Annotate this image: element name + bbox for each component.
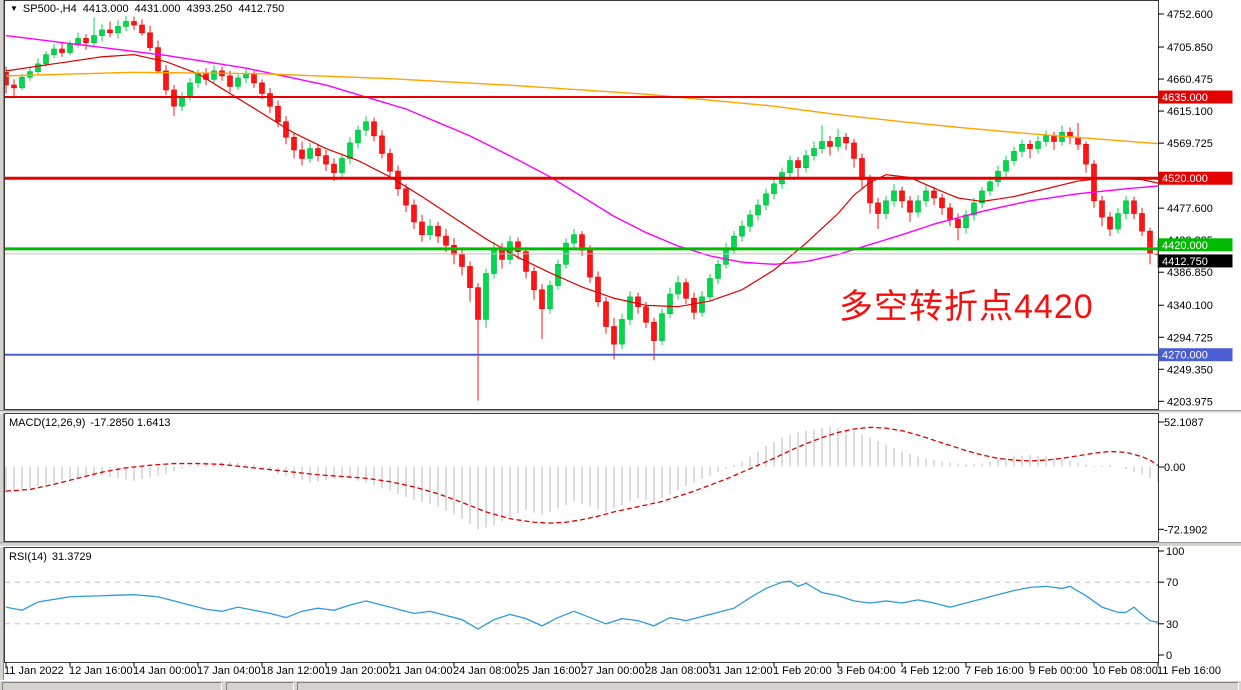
time-axis-label: 1 Feb 20:00 — [773, 665, 832, 677]
ohlc-high: 4431.000 — [134, 3, 181, 15]
svg-text:30: 30 — [1166, 619, 1178, 631]
rsi-value: 31.3729 — [51, 551, 92, 563]
svg-text:4477.600: 4477.600 — [1167, 203, 1213, 215]
svg-text:4249.350: 4249.350 — [1167, 364, 1213, 376]
price-badge-4635: 4635.000 — [1158, 90, 1233, 104]
svg-text:0: 0 — [1166, 650, 1172, 662]
time-axis-label: 14 Jan 00:00 — [133, 665, 197, 677]
svg-text:4615.100: 4615.100 — [1167, 106, 1213, 118]
svg-text:4569.725: 4569.725 — [1167, 138, 1213, 150]
current-price-badge: 4412.750 — [1158, 254, 1233, 268]
svg-text:4340.100: 4340.100 — [1167, 300, 1213, 312]
time-axis-label: 27 Jan 00:00 — [581, 665, 645, 677]
svg-text:4203.975: 4203.975 — [1167, 396, 1213, 408]
svg-text:4420.000: 4420.000 — [1162, 240, 1208, 252]
time-axis-label: 7 Feb 16:00 — [965, 665, 1024, 677]
svg-text:52.1087: 52.1087 — [1164, 417, 1204, 429]
ma-magenta — [5, 34, 1158, 266]
time-axis-label: 17 Jan 04:00 — [197, 665, 261, 677]
time-axis-label: 11 Feb 16:00 — [1157, 665, 1222, 677]
price-axis: 4752.600 4705.850 4660.475 4615.100 4569.725… — [1158, 9, 1233, 408]
svg-text:4386.850: 4386.850 — [1167, 267, 1213, 279]
time-axis-ticks — [5, 662, 1159, 667]
svg-text:-72.1902: -72.1902 — [1164, 524, 1207, 536]
svg-text:4635.000: 4635.000 — [1162, 92, 1208, 104]
macd-indicator-label: MACD(12,26,9) -17.2850 1.6413 — [9, 417, 176, 429]
time-axis-label: 9 Feb 00:00 — [1029, 665, 1088, 677]
rsi-indicator-label: RSI(14) 31.3729 — [9, 551, 97, 563]
rsi-name: RSI(14) — [9, 551, 47, 563]
window-left-edge — [0, 0, 4, 690]
time-axis-label: 19 Jan 20:00 — [325, 665, 389, 677]
ohlc-open: 4413.000 — [82, 3, 129, 15]
chart-title: ▼ SP500-,H4 4413.000 4431.000 4393.250 4412.7… — [10, 3, 290, 15]
macd-values: -17.2850 1.6413 — [90, 417, 171, 429]
time-axis-label: 10 Feb 08:00 — [1093, 665, 1158, 677]
ohlc-close: 4412.750 — [238, 3, 285, 15]
macd-panel[interactable] — [5, 426, 1158, 530]
macd-name: MACD(12,26,9) — [9, 417, 86, 429]
svg-text:4294.725: 4294.725 — [1167, 332, 1213, 344]
macd-axis: 52.1087 0.00 -72.1902 — [1158, 417, 1207, 536]
chart-text-annotation[interactable]: 多空转折点4420 — [839, 288, 1094, 326]
time-axis-label: 28 Jan 08:00 — [645, 665, 709, 677]
ohlc-low: 4393.250 — [186, 3, 233, 15]
svg-text:4752.600: 4752.600 — [1167, 9, 1213, 21]
rsi-level-lines — [5, 581, 1158, 625]
svg-text:4412.750: 4412.750 — [1162, 256, 1208, 268]
time-axis-label: 4 Feb 12:00 — [901, 665, 960, 677]
svg-text:100: 100 — [1166, 546, 1184, 558]
ma-red — [5, 54, 1158, 308]
svg-text:4520.000: 4520.000 — [1162, 173, 1208, 185]
svg-text:4705.850: 4705.850 — [1167, 42, 1213, 54]
time-axis-label: 18 Jan 12:00 — [261, 665, 325, 677]
rsi-axis: 100 70 30 0 — [1158, 546, 1184, 662]
symbol-label: SP500-,H4 — [22, 3, 77, 15]
status-section-left — [2, 682, 222, 690]
svg-text:0.00: 0.00 — [1164, 462, 1185, 474]
price-badge-4520: 4520.000 — [1158, 171, 1233, 185]
panel-frames — [4, 0, 1159, 663]
time-axis-label: 12 Jan 16:00 — [69, 665, 133, 677]
time-axis: 11 Jan 2022 12 Jan 16:00 14 Jan 00:00 17 Ja… — [0, 665, 1241, 679]
rsi-panel[interactable] — [5, 580, 1158, 630]
time-axis-label: 11 Jan 2022 — [4, 665, 64, 677]
time-axis-label: 3 Feb 04:00 — [837, 665, 896, 677]
time-axis-label: 21 Jan 04:00 — [389, 665, 453, 677]
time-axis-label: 24 Jan 08:00 — [453, 665, 517, 677]
status-section-middle — [226, 682, 294, 690]
svg-text:70: 70 — [1166, 577, 1178, 589]
status-section-right — [297, 682, 1239, 690]
time-axis-label: 31 Jan 12:00 — [709, 665, 773, 677]
rsi-line — [5, 580, 1158, 630]
svg-text:4270.000: 4270.000 — [1162, 350, 1208, 362]
price-badge-4420: 4420.000 — [1158, 238, 1233, 252]
macd-signal-line — [5, 426, 1158, 524]
status-bar — [0, 680, 1241, 690]
main-chart-panel[interactable] — [4, 15, 1161, 401]
ma-orange — [5, 71, 1158, 145]
symbol-dropdown-icon[interactable]: ▼ — [10, 4, 18, 13]
time-axis-label: 25 Jan 16:00 — [517, 665, 581, 677]
price-badge-4270: 4270.000 — [1158, 348, 1233, 362]
svg-text:4660.475: 4660.475 — [1167, 74, 1213, 86]
